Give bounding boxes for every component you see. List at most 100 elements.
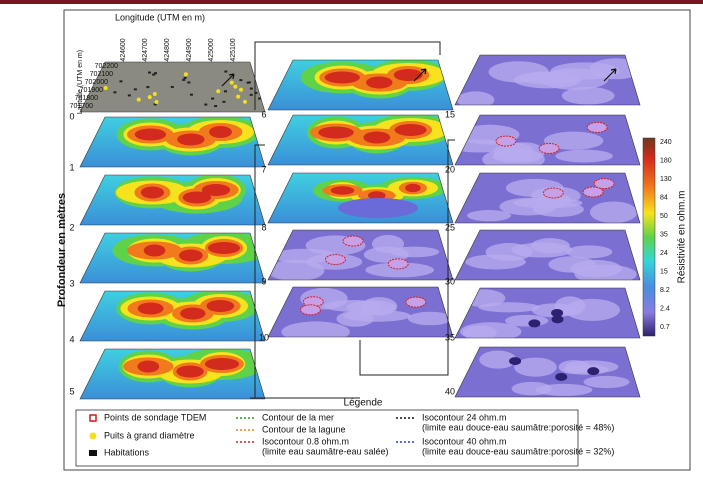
resistivity-zone xyxy=(182,191,212,204)
resistivity-zone xyxy=(204,358,240,370)
depth-label: 4 xyxy=(69,334,74,344)
legend-box xyxy=(75,409,579,467)
slice xyxy=(455,115,640,165)
resistivity-zone xyxy=(551,315,564,324)
slice-outline xyxy=(79,232,266,284)
house xyxy=(148,71,152,74)
connector xyxy=(254,144,265,398)
depth-label: 10 xyxy=(259,332,269,342)
house xyxy=(211,97,215,100)
resistivity-zone xyxy=(366,76,393,89)
colorbar-label: 50 xyxy=(660,213,668,220)
house xyxy=(189,93,193,96)
slice xyxy=(455,230,640,280)
resistivity-zone xyxy=(407,311,453,326)
slice xyxy=(80,117,265,167)
slice-outline xyxy=(454,54,641,106)
resistivity-zone xyxy=(558,360,590,374)
legend-note: (limite eau douce-eau saumâtre:porosité … xyxy=(422,446,614,456)
resistivity-zone xyxy=(461,289,506,307)
well xyxy=(183,72,188,77)
slice xyxy=(268,230,453,280)
depth-label: Profondeur en mètres xyxy=(56,193,68,307)
house xyxy=(154,72,158,75)
resistivity-zone xyxy=(394,124,427,136)
resistivity-zone xyxy=(371,234,405,254)
resistivity-zone xyxy=(583,375,630,389)
latitude-tick: 701900 xyxy=(80,87,103,94)
longitude-tick: 424800 xyxy=(164,38,171,61)
connectors xyxy=(250,41,455,399)
contour xyxy=(593,178,615,190)
depth-label: 20 xyxy=(445,164,455,174)
slice-outline xyxy=(454,229,641,281)
slice-outline xyxy=(79,61,266,113)
well xyxy=(216,89,221,94)
north-arrow xyxy=(603,68,617,82)
legend-label: Habitations xyxy=(104,447,150,457)
depth-label: 7 xyxy=(261,164,266,174)
resistivity-zone xyxy=(555,372,568,381)
legend-marker xyxy=(89,432,97,440)
resistivity-zone xyxy=(177,133,205,146)
colorbar-label: 180 xyxy=(660,157,672,164)
house xyxy=(204,103,208,106)
house xyxy=(214,105,218,108)
resistivity-zone xyxy=(499,197,557,216)
latitude-tick: 701800 xyxy=(75,95,98,102)
contour xyxy=(586,121,608,133)
depth-label: 25 xyxy=(445,222,455,232)
resistivity-zone xyxy=(201,184,231,196)
resistivity-zone xyxy=(176,365,204,378)
legend-label: Isocontour 40 ohm.m xyxy=(422,436,507,446)
colorbar-label: 240 xyxy=(660,139,672,146)
depth-label: 8 xyxy=(261,222,266,232)
slice-outline xyxy=(267,286,454,338)
colorbar-label: 130 xyxy=(660,176,672,183)
resistivity-zone xyxy=(363,131,391,144)
colorbar-label: 2.4 xyxy=(660,305,670,312)
connector xyxy=(359,139,455,376)
slice-outline xyxy=(79,174,266,226)
resistivity-zone xyxy=(570,259,622,278)
resistivity-zone xyxy=(587,367,600,376)
resistivity-zone xyxy=(479,350,517,369)
resistivity-zone xyxy=(514,357,557,377)
legend-label: Contour de la lagune xyxy=(262,424,346,434)
slice xyxy=(80,291,265,341)
resistivity-zone xyxy=(551,308,564,317)
resistivity-zone xyxy=(178,249,203,262)
slice xyxy=(268,115,453,165)
depth-label: 35 xyxy=(445,332,455,342)
depth-label: 3 xyxy=(69,278,74,288)
resistivity-zone xyxy=(460,322,522,338)
slice-outline xyxy=(454,287,641,339)
resistivity-zone xyxy=(589,58,640,80)
resistivity-zone xyxy=(365,262,435,278)
slice xyxy=(455,173,640,223)
resistivity-zone xyxy=(589,201,638,223)
well xyxy=(233,84,238,89)
slice xyxy=(268,60,453,110)
legend-title: Légende xyxy=(344,398,383,409)
resistivity-zone xyxy=(367,191,386,200)
house xyxy=(258,97,262,100)
resistivity-zone xyxy=(405,183,421,193)
slice xyxy=(268,287,453,337)
resistivity-zone xyxy=(485,243,533,261)
slice xyxy=(455,347,640,397)
frame xyxy=(63,9,691,471)
connector xyxy=(254,41,441,110)
contour xyxy=(538,142,560,154)
slice-outline xyxy=(454,346,641,398)
legend-label: Points de sondage TDEM xyxy=(104,412,206,422)
legend-label: Isocontour 24 ohm.m xyxy=(422,412,507,422)
well xyxy=(147,95,152,100)
resistivity-zone xyxy=(281,321,350,337)
longitude-tick: 424700 xyxy=(142,38,149,61)
legend-marker xyxy=(89,450,97,456)
colorbar-label: 84 xyxy=(660,194,668,201)
slice-outline xyxy=(79,290,266,342)
colorbar-label: 24 xyxy=(660,250,668,257)
latitude-tick: 702200 xyxy=(95,63,118,70)
